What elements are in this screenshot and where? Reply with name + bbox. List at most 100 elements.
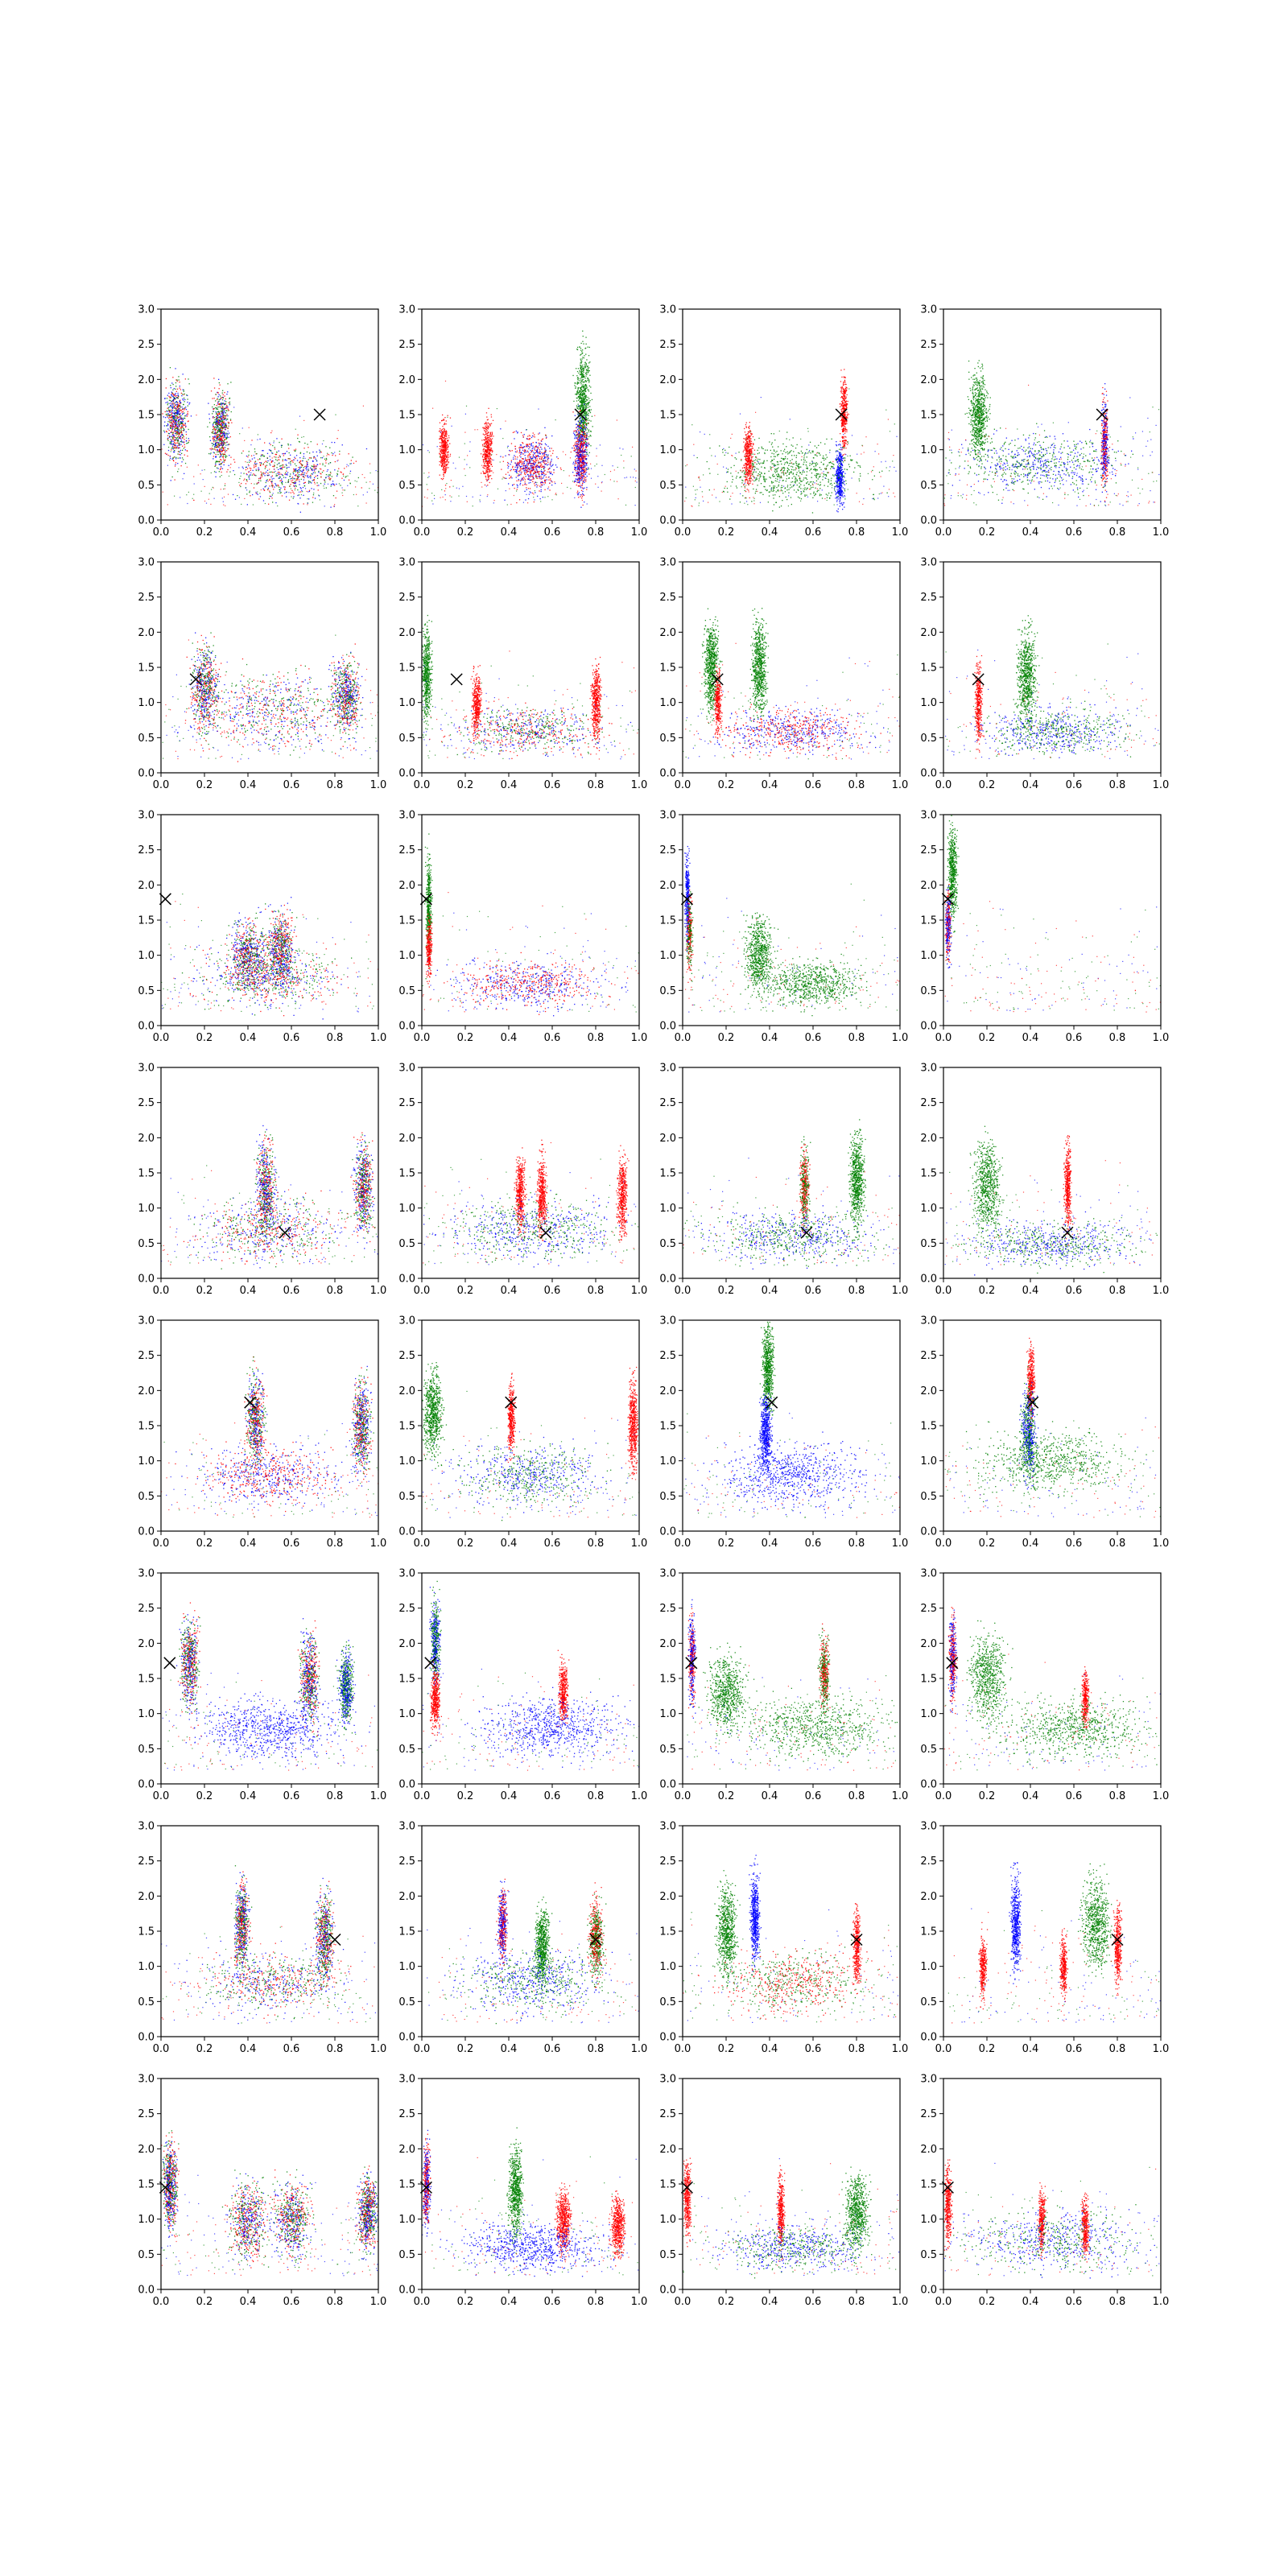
scatter-point [290,463,291,464]
scatter-point [512,466,513,467]
scatter-point [314,469,315,470]
scatter-point [177,447,178,448]
scatter-point [538,471,539,472]
scatter-point [445,461,446,462]
scatter-point [348,465,349,466]
scatter-point [582,358,583,359]
x-tick-label: 0.6 [283,526,300,539]
scatter-point [286,465,287,466]
scatter-point [311,488,312,489]
scatter-point [587,380,588,381]
scatter-point [177,418,178,419]
scatter-point [580,395,581,396]
scatter-point [286,464,287,465]
scatter-point [222,397,223,398]
x-tick-label: 1.0 [370,526,387,539]
scatter-point [173,396,174,397]
scatter-point [175,433,176,434]
scatter-point [582,448,583,449]
scatter-point [281,447,282,448]
scatter-point [314,456,315,457]
scatter-point [335,461,336,462]
scatter-point [585,367,586,368]
scatter-point [538,443,539,444]
scatter-point [312,502,313,503]
scatter-point [333,495,334,496]
scatter-point [488,408,489,409]
scatter-point [176,395,177,396]
scatter-point [484,452,485,453]
scatter-point [553,472,554,473]
scatter-point [483,461,484,462]
scatter-point [580,365,581,366]
scatter-point [483,434,484,435]
scatter-point [544,489,545,490]
scatter-point [264,475,265,476]
scatter-point [212,431,213,432]
scatter-point [485,429,486,430]
scatter-point [574,382,575,383]
scatter-point [533,474,534,475]
scatter-point [300,460,301,461]
scatter-point [290,473,291,474]
scatter-point [216,425,217,426]
scatter-point [219,445,220,446]
scatter-point [307,498,308,499]
scatter-point [182,418,183,419]
scatter-point [301,494,302,495]
scatter-point [244,498,245,499]
scatter-point [275,459,276,460]
scatter-point [582,403,583,404]
scatter-point [219,416,220,417]
scatter-point [179,443,180,444]
scatter-point [295,485,296,486]
scatter-point [219,451,220,452]
scatter-point [573,462,574,463]
scatter-point [222,408,223,409]
scatter-point [586,420,587,421]
scatter-point [242,427,243,428]
scatter-point [172,432,173,433]
scatter-point [223,433,224,434]
scatter-point [215,440,216,441]
scatter-point [488,428,489,429]
scatter-point [580,359,581,360]
scatter-point [177,402,178,403]
scatter-point [173,448,174,449]
scatter-point [341,472,342,473]
scatter-point [315,457,316,458]
scatter-point [221,436,222,437]
scatter-point [221,419,222,420]
scatter-point [367,492,368,493]
scatter-point [297,435,298,436]
scatter-point [345,476,346,477]
scatter-point [305,475,306,476]
scatter-point [589,452,590,453]
scatter-point [212,443,213,444]
scatter-point [222,436,223,437]
scatter-point [172,377,173,378]
scatter-point [271,472,272,473]
scatter-point [275,454,276,455]
scatter-point [221,445,222,446]
scatter-point [489,468,490,469]
scatter-points [162,367,367,513]
scatter-point [173,436,174,437]
scatter-point [299,468,300,469]
scatter-point [328,463,329,464]
scatter-point [576,405,577,406]
scatter-point [248,455,249,456]
scatter-point [183,424,184,425]
scatter-point [176,447,177,448]
scatter-point [180,427,181,428]
scatter-point [299,497,300,498]
point-cluster [219,432,367,513]
scatter-point [294,450,295,451]
scatter-point [303,467,304,468]
scatter-point [442,437,443,438]
scatter-point [219,414,220,415]
scatter-point [578,431,579,432]
scatter-point [488,466,489,467]
scatter-point [376,470,377,471]
x-tick-label: 0.4 [240,526,257,539]
